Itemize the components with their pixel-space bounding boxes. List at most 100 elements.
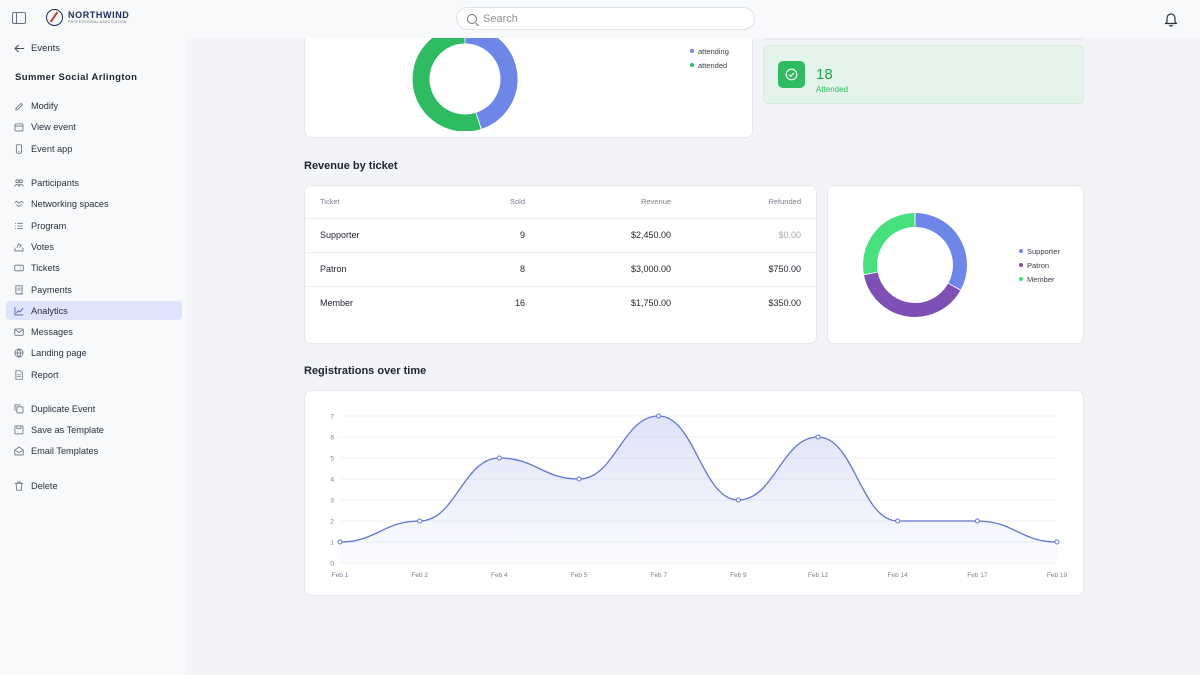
search-input[interactable] [483, 12, 733, 25]
column-header-refunded: Refunded [671, 186, 816, 219]
x-tick-label: Feb 4 [491, 572, 508, 579]
data-point[interactable] [1054, 539, 1060, 545]
data-point[interactable] [337, 539, 343, 545]
revenue-table: Ticket Sold Revenue Refunded Supporter 9… [305, 186, 816, 320]
cell-sold: 8 [465, 252, 525, 287]
sidebar-item-report[interactable]: Report [6, 365, 182, 384]
back-to-events-link[interactable]: Events [14, 43, 60, 54]
mail-open-icon [14, 445, 24, 456]
sidebar-item-label: Modify [31, 100, 59, 111]
sidebar-item-delete[interactable]: Delete [6, 476, 182, 495]
globe-icon [14, 348, 24, 358]
legend-label: attending [698, 46, 729, 56]
column-header-revenue: Revenue [525, 186, 671, 219]
attended-count: 18 [816, 66, 833, 83]
legend-dot [1019, 263, 1023, 267]
attendance-donut [412, 38, 518, 131]
top-bar: NORTHWIND PROFESSIONAL ASSOCIATION [0, 0, 1200, 38]
y-tick-label: 2 [330, 519, 334, 526]
sidebar-item-event-app[interactable]: Event app [6, 139, 182, 158]
sidebar-item-label: Participants [31, 177, 80, 188]
sidebar-item-label: Analytics [31, 305, 68, 316]
sidebar-item-analytics[interactable]: Analytics [6, 301, 182, 320]
legend-item: attending [690, 44, 729, 58]
sidebar-item-label: Email Templates [31, 445, 99, 456]
registrations-chart-card: 0 1 2 3 4 5 6 7 Feb 1 Feb 2 Feb 4 Feb 5 Feb 7 Feb 9 F… [304, 390, 1084, 596]
mail-icon [14, 327, 24, 337]
sidebar-item-label: Messages [31, 326, 73, 337]
sidebar-item-networking-spaces[interactable]: Networking spaces [6, 194, 182, 213]
y-tick-label: 6 [330, 435, 334, 442]
y-tick-label: 4 [330, 477, 334, 484]
sidebar-item-label: Report [31, 369, 59, 380]
sidebar-toggle-icon[interactable] [12, 12, 26, 24]
donut-slice-supporter[interactable] [915, 213, 967, 290]
donut-slice-attending[interactable] [464, 38, 518, 129]
sidebar-item-landing-page[interactable]: Landing page [6, 343, 182, 362]
sidebar-item-messages[interactable]: Messages [6, 322, 182, 341]
sidebar-item-label: Tickets [31, 262, 60, 273]
data-point[interactable] [895, 518, 901, 524]
revenue-donut-card: Supporter Patron Member [827, 185, 1084, 344]
sidebar-item-view-event[interactable]: View event [6, 117, 182, 136]
sidebar-item-program[interactable]: Program [6, 216, 182, 235]
top-card-edge [763, 38, 1084, 40]
data-point[interactable] [496, 455, 502, 461]
data-point[interactable] [417, 518, 423, 524]
sidebar-item-votes[interactable]: Votes [6, 237, 182, 256]
data-point[interactable] [735, 497, 741, 503]
legend-dot [690, 63, 694, 67]
search-icon [467, 13, 477, 24]
sidebar-item-tickets[interactable]: Tickets [6, 258, 182, 277]
search-box[interactable] [456, 7, 755, 30]
sidebar-item-participants[interactable]: Participants [6, 173, 182, 192]
main-content: attending attended 18 Attended Revenue by… [188, 38, 1200, 675]
sidebar-item-label: Delete [31, 480, 58, 491]
x-tick-label: Feb 12 [808, 572, 829, 579]
sidebar-item-modify[interactable]: Modify [6, 96, 182, 115]
revenue-table-card: Ticket Sold Revenue Refunded Supporter 9… [304, 185, 817, 344]
y-tick-label: 3 [330, 498, 334, 505]
sidebar-item-duplicate-event[interactable]: Duplicate Event [6, 399, 182, 418]
donut-slice-member[interactable] [863, 213, 915, 275]
sidebar-item-payments[interactable]: Payments [6, 280, 182, 299]
legend-dot [690, 49, 694, 53]
x-tick-label: Feb 2 [411, 572, 428, 579]
legend-item: Patron [1019, 258, 1060, 272]
phone-icon [14, 143, 24, 154]
table-row[interactable]: Supporter 9 $2,450.00 $0.00 [305, 218, 816, 253]
logo[interactable]: NORTHWIND PROFESSIONAL ASSOCIATION [46, 9, 129, 26]
sidebar-item-email-templates[interactable]: Email Templates [6, 441, 182, 460]
table-row[interactable]: Patron 8 $3,000.00 $750.00 [305, 252, 816, 287]
legend-label: Member [1027, 274, 1055, 284]
legend-dot [1019, 277, 1023, 281]
attendance-card: attending attended [304, 38, 753, 138]
legend-label: Patron [1027, 260, 1050, 270]
bell-icon[interactable] [1163, 11, 1179, 27]
data-point[interactable] [815, 434, 821, 440]
x-tick-label: Feb 17 [967, 572, 988, 579]
save-icon [14, 425, 24, 435]
legend-item: Supporter [1019, 244, 1060, 258]
registrations-section-title: Registrations over time [304, 365, 427, 377]
legend-label: Supporter [1027, 246, 1060, 256]
sidebar-item-label: Payments [31, 284, 72, 295]
sidebar-item-save-as-template[interactable]: Save as Template [6, 420, 182, 439]
y-tick-label: 5 [330, 456, 334, 463]
cell-ticket: Supporter [305, 218, 465, 253]
legend-label: attended [698, 60, 728, 70]
logo-name: NORTHWIND [68, 9, 130, 20]
donut-slice-attended[interactable] [412, 38, 481, 131]
table-row[interactable]: Member 16 $1,750.00 $350.00 [305, 286, 816, 320]
sidebar-item-label: Save as Template [31, 424, 104, 435]
data-point[interactable] [974, 518, 980, 524]
legend-item: Member [1019, 272, 1060, 286]
list-icon [14, 221, 24, 231]
data-point[interactable] [656, 413, 662, 419]
donut-slice-patron[interactable] [864, 272, 961, 317]
cell-revenue: $3,000.00 [525, 252, 671, 287]
data-point[interactable] [576, 476, 582, 482]
sidebar: Events Summer Social Arlington Modify Vie… [0, 38, 188, 675]
cell-refunded: $750.00 [671, 252, 816, 287]
cell-refunded: $350.00 [768, 298, 801, 309]
